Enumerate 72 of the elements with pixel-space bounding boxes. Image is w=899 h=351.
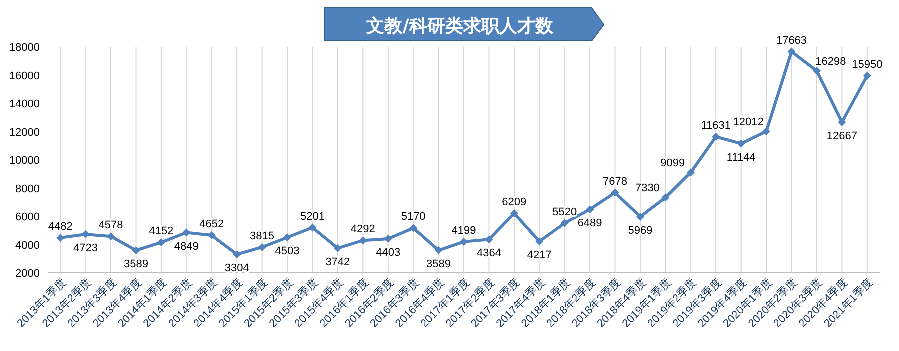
point bbox=[838, 118, 846, 126]
point bbox=[662, 194, 670, 202]
point bbox=[611, 188, 620, 197]
data-label: 5201 bbox=[300, 210, 325, 223]
y-tick-label: 2000 bbox=[16, 268, 40, 280]
point bbox=[812, 67, 821, 76]
y-tick-label: 12000 bbox=[9, 126, 40, 139]
point bbox=[510, 210, 518, 218]
data-label: 4503 bbox=[275, 246, 300, 258]
y-tick-label: 14000 bbox=[9, 98, 40, 110]
y-tick-label: 6000 bbox=[16, 212, 40, 224]
data-label: 4482 bbox=[48, 220, 73, 233]
data-label: 3815 bbox=[250, 230, 275, 242]
point bbox=[182, 228, 191, 237]
point bbox=[788, 48, 796, 56]
data-label: 4652 bbox=[200, 218, 224, 231]
data-label: 3742 bbox=[326, 256, 350, 268]
data-label: 4849 bbox=[174, 240, 199, 253]
data-label: 5520 bbox=[552, 206, 578, 218]
point bbox=[308, 224, 317, 232]
y-tick-label: 16000 bbox=[9, 70, 40, 82]
point bbox=[560, 219, 569, 228]
point bbox=[586, 206, 594, 214]
data-label: 4217 bbox=[527, 250, 552, 262]
point bbox=[434, 246, 443, 255]
data-label: 3589 bbox=[124, 258, 148, 271]
point bbox=[334, 244, 342, 252]
data-label: 6489 bbox=[578, 218, 602, 230]
data-label: 4152 bbox=[149, 226, 174, 238]
data-label: 12667 bbox=[826, 130, 858, 142]
point bbox=[132, 246, 140, 255]
point bbox=[536, 238, 544, 246]
point bbox=[157, 238, 166, 247]
y-tick-label: 8000 bbox=[16, 183, 40, 196]
point bbox=[863, 72, 872, 80]
data-label: 7330 bbox=[635, 182, 660, 195]
data-label: 9099 bbox=[660, 158, 686, 170]
data-label: 7678 bbox=[603, 176, 628, 188]
point bbox=[107, 232, 116, 241]
data-label: 4199 bbox=[452, 224, 476, 237]
data-label: 17663 bbox=[776, 34, 808, 47]
point bbox=[233, 250, 242, 259]
data-label: 15950 bbox=[852, 58, 883, 71]
point bbox=[410, 224, 418, 232]
point bbox=[485, 236, 494, 244]
data-label: 16298 bbox=[816, 56, 846, 68]
point bbox=[636, 212, 644, 221]
data-label: 12012 bbox=[733, 116, 764, 129]
data-label: 3304 bbox=[224, 262, 250, 275]
chart-title: 文教/科研类求职人才数 bbox=[366, 16, 554, 37]
data-label: 5170 bbox=[401, 211, 426, 224]
y-tick-label: 4000 bbox=[16, 240, 40, 252]
point bbox=[712, 132, 720, 141]
data-label: 4364 bbox=[476, 248, 502, 260]
data-label: 4578 bbox=[98, 220, 124, 232]
data-label: 4723 bbox=[74, 242, 98, 255]
y-tick-label: 18000 bbox=[9, 42, 40, 54]
point bbox=[460, 238, 468, 246]
y-tick-label: 10000 bbox=[9, 155, 40, 167]
point bbox=[686, 168, 695, 177]
point bbox=[284, 234, 292, 242]
point bbox=[762, 128, 771, 136]
data-label: 3589 bbox=[426, 258, 452, 271]
point bbox=[82, 230, 90, 239]
data-label: 11144 bbox=[726, 152, 756, 164]
data-label: 4403 bbox=[376, 247, 401, 260]
data-label: 6209 bbox=[502, 196, 527, 209]
data-label: 4292 bbox=[350, 224, 376, 236]
data-label: 11631 bbox=[701, 120, 732, 132]
point bbox=[737, 140, 746, 148]
data-label: 5969 bbox=[628, 224, 653, 237]
point bbox=[258, 243, 266, 252]
